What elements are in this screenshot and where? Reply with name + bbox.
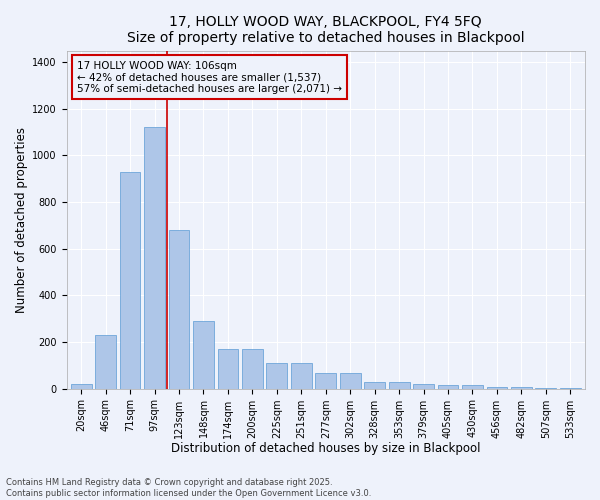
Bar (291, 363, 311, 388)
Bar (218, 349, 238, 389)
Bar (95, 335, 116, 388)
Text: 17 HOLLY WOOD WAY: 106sqm
← 42% of detached houses are smaller (1,537)
57% of se: 17 HOLLY WOOD WAY: 106sqm ← 42% of detac… (77, 60, 342, 94)
Title: 17, HOLLY WOOD WAY, BLACKPOOL, FY4 5FQ
Size of property relative to detached hou: 17, HOLLY WOOD WAY, BLACKPOOL, FY4 5FQ S… (127, 15, 524, 45)
Bar (120, 172, 140, 388)
Bar (193, 321, 214, 388)
Bar (389, 382, 410, 388)
Y-axis label: Number of detached properties: Number of detached properties (15, 126, 28, 312)
Bar (242, 349, 263, 389)
Bar (144, 128, 165, 388)
Bar (511, 387, 532, 388)
Bar (364, 382, 385, 388)
X-axis label: Distribution of detached houses by size in Blackpool: Distribution of detached houses by size … (171, 442, 481, 455)
Bar (437, 385, 458, 388)
Text: Contains HM Land Registry data © Crown copyright and database right 2025.
Contai: Contains HM Land Registry data © Crown c… (6, 478, 371, 498)
Bar (169, 230, 190, 388)
Bar (71, 384, 92, 388)
Bar (340, 374, 361, 388)
Bar (462, 385, 483, 388)
Bar (413, 384, 434, 388)
Bar (487, 387, 508, 388)
Bar (316, 374, 336, 388)
Bar (266, 363, 287, 388)
